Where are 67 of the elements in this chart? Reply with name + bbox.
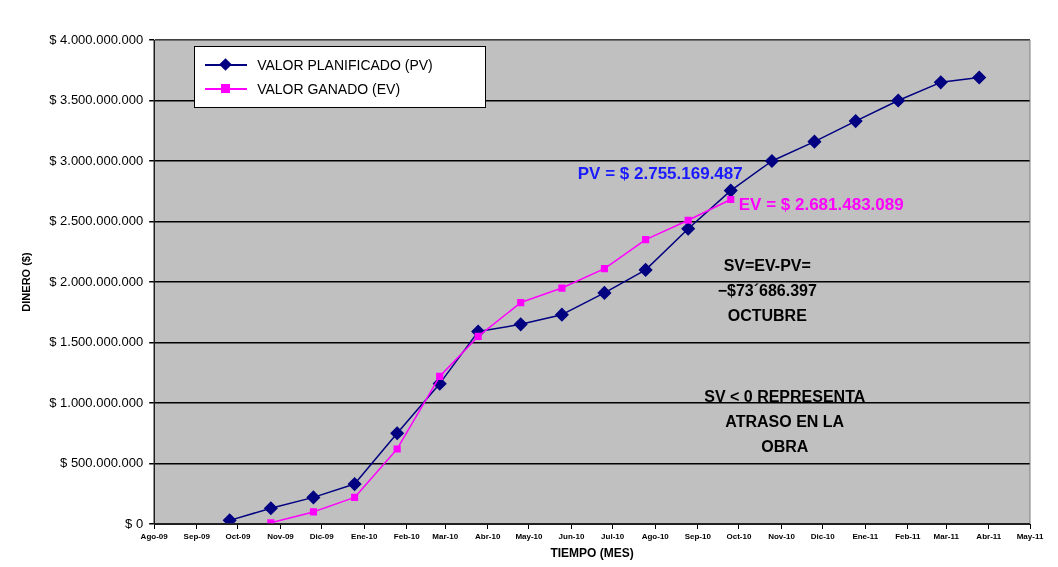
point [891, 93, 905, 108]
point [306, 490, 321, 505]
point [474, 332, 482, 341]
point [727, 195, 735, 204]
legend-label: VALOR GANADO (EV) [257, 81, 401, 97]
point [264, 501, 278, 516]
y-tick-label: $ 2.500.000.000 [49, 213, 144, 229]
point [390, 426, 404, 440]
point [600, 265, 609, 273]
annotation: SV=EV-PV= −$73´686.397 OCTUBRE [717, 257, 817, 325]
x-tick-label: Nov-09 [267, 532, 295, 541]
x-tick-label: Abr-11 [976, 532, 1002, 541]
point [765, 154, 779, 168]
x-axis-title: TIEMPO (MES) [550, 546, 634, 561]
point [934, 75, 948, 90]
point [513, 317, 528, 332]
annotation: EV = $ 2.681.483.089 [738, 195, 904, 215]
x-tick-label: Oct-09 [225, 532, 251, 541]
point [597, 286, 612, 300]
point [222, 513, 237, 524]
point [684, 216, 692, 224]
y-axis-title: DINERO ($) [19, 252, 32, 312]
point [351, 493, 359, 501]
y-tick-label: $ 500.000.000 [60, 455, 144, 471]
legend-label: VALOR PLANIFICADO (PV) [257, 57, 433, 73]
point [309, 508, 317, 516]
point [555, 307, 569, 322]
x-tick-label: Mar-11 [933, 532, 960, 541]
x-tick-label: Ene-11 [852, 532, 879, 541]
y-tick-label: $ 0 [125, 515, 144, 531]
x-tick-label: Mar-10 [432, 532, 459, 541]
x-tick-label: Sep-09 [183, 532, 211, 541]
point [517, 298, 525, 307]
y-tick-label: $ 1.000.000.000 [49, 394, 144, 410]
point [642, 236, 650, 244]
y-tick-label: $ 3.500.000.000 [49, 92, 144, 108]
x-tick-label: Feb-10 [393, 532, 421, 541]
point [347, 477, 362, 491]
x-tick-label: Ago-10 [641, 532, 670, 541]
point [972, 70, 986, 85]
y-tick-label: $ 1.500.000.000 [49, 334, 144, 350]
y-tick-label: $ 2.000.000.000 [49, 273, 144, 289]
x-tick-label: Dic-10 [810, 532, 836, 541]
x-tick-label: Ago-09 [140, 532, 169, 541]
point [638, 263, 653, 277]
y-tick-label: $ 4.000.000.000 [49, 31, 144, 47]
x-tick-label: Feb-11 [895, 532, 922, 541]
annotation: PV = $ 2.755.169.487 [577, 163, 743, 183]
x-tick-label: May-11 [1016, 532, 1044, 541]
x-tick-label: Oct-10 [726, 532, 752, 541]
point [681, 222, 695, 236]
point [436, 372, 444, 380]
y-tick-label: $ 3.000.000.000 [49, 152, 144, 168]
x-tick-label: Sep-10 [684, 532, 712, 541]
x-tick-label: Abr-10 [475, 532, 501, 541]
point [723, 183, 738, 198]
annotation: SV < 0 REPRESENTA ATRASO EN LA OBRA [704, 387, 866, 455]
x-tick-label: Ene-10 [351, 532, 378, 541]
point [393, 445, 401, 453]
point [807, 134, 822, 149]
x-tick-label: May-10 [515, 532, 544, 541]
point [848, 114, 863, 128]
x-tick-label: Jul-10 [601, 532, 625, 541]
point [558, 284, 566, 292]
x-tick-label: Jun-10 [558, 532, 585, 541]
x-tick-label: Nov-10 [768, 532, 796, 541]
x-tick-label: Dic-09 [309, 532, 335, 541]
